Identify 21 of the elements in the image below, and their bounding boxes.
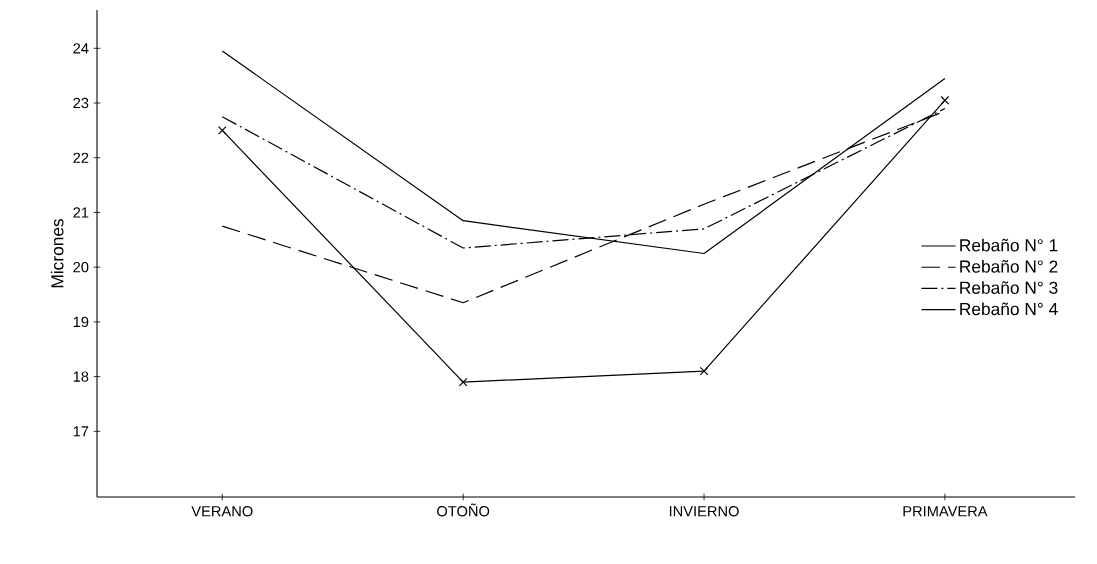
- y-tick-label: 19: [73, 316, 89, 328]
- x-tick-label: VERANO: [191, 506, 253, 517]
- point: [699, 366, 709, 376]
- y-tick-label: 18: [73, 371, 89, 382]
- y-axis-title: Micrones: [50, 218, 64, 288]
- legend-label: Rebaño N° 4: [960, 302, 1058, 316]
- legend-label: Rebaño N° 1: [960, 238, 1058, 252]
- y-tick-label: 22: [73, 152, 89, 163]
- x-tick-label: PRIMAVERA: [903, 506, 988, 517]
- y-tick-label: 17: [73, 426, 89, 437]
- legend-label: Rebaño N° 2: [960, 259, 1058, 273]
- x-tick-label: INVIERNO: [669, 506, 739, 517]
- y-tick-label: 20: [73, 262, 89, 273]
- x-tick-label: OTOÑO: [437, 503, 490, 517]
- legend-label: Rebaño N° 3: [960, 281, 1058, 294]
- y-tick-label: 24: [73, 43, 89, 54]
- y-tick-label: 21: [73, 207, 89, 218]
- y-tick-label: 23: [73, 97, 89, 109]
- point: [217, 126, 227, 135]
- point: [940, 95, 950, 105]
- point: [458, 377, 468, 387]
